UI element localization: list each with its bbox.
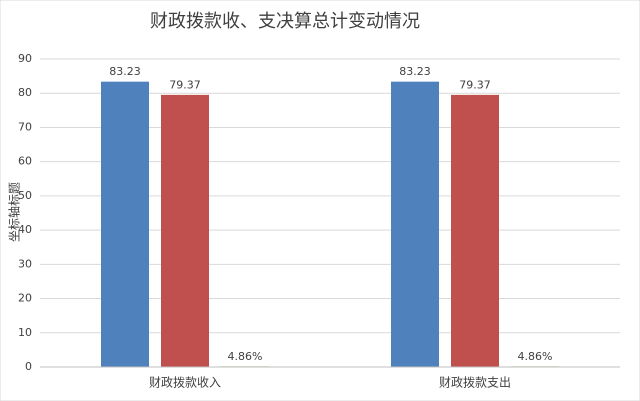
bar	[161, 94, 209, 368]
bar	[101, 81, 149, 368]
y-tick-label: 20	[18, 292, 32, 305]
data-label: 4.86%	[228, 350, 263, 363]
y-tick-label: 60	[18, 155, 32, 168]
y-tick-label: 50	[18, 189, 32, 202]
y-tick-label: 10	[18, 326, 32, 339]
y-tick-label: 70	[18, 120, 32, 133]
data-label: 79.37	[459, 78, 491, 91]
y-axis-title: 坐标轴标题	[7, 182, 22, 242]
data-label: 83.23	[109, 65, 141, 78]
x-tick-label: 财政拨款收入	[149, 376, 221, 390]
y-tick-label: 30	[18, 257, 32, 270]
bar	[451, 94, 499, 368]
y-tick-label: 40	[18, 223, 32, 236]
bar	[391, 81, 439, 368]
data-label: 4.86%	[518, 350, 553, 363]
chart-title: 财政拨款收、支决算总计变动情况	[150, 11, 420, 32]
y-tick-label: 0	[25, 360, 32, 373]
data-label: 83.23	[399, 65, 431, 78]
data-label: 79.37	[169, 78, 201, 91]
y-tick-label: 80	[18, 86, 32, 99]
x-tick-label: 财政拨款支出	[439, 376, 511, 390]
y-tick-label: 90	[18, 52, 32, 65]
